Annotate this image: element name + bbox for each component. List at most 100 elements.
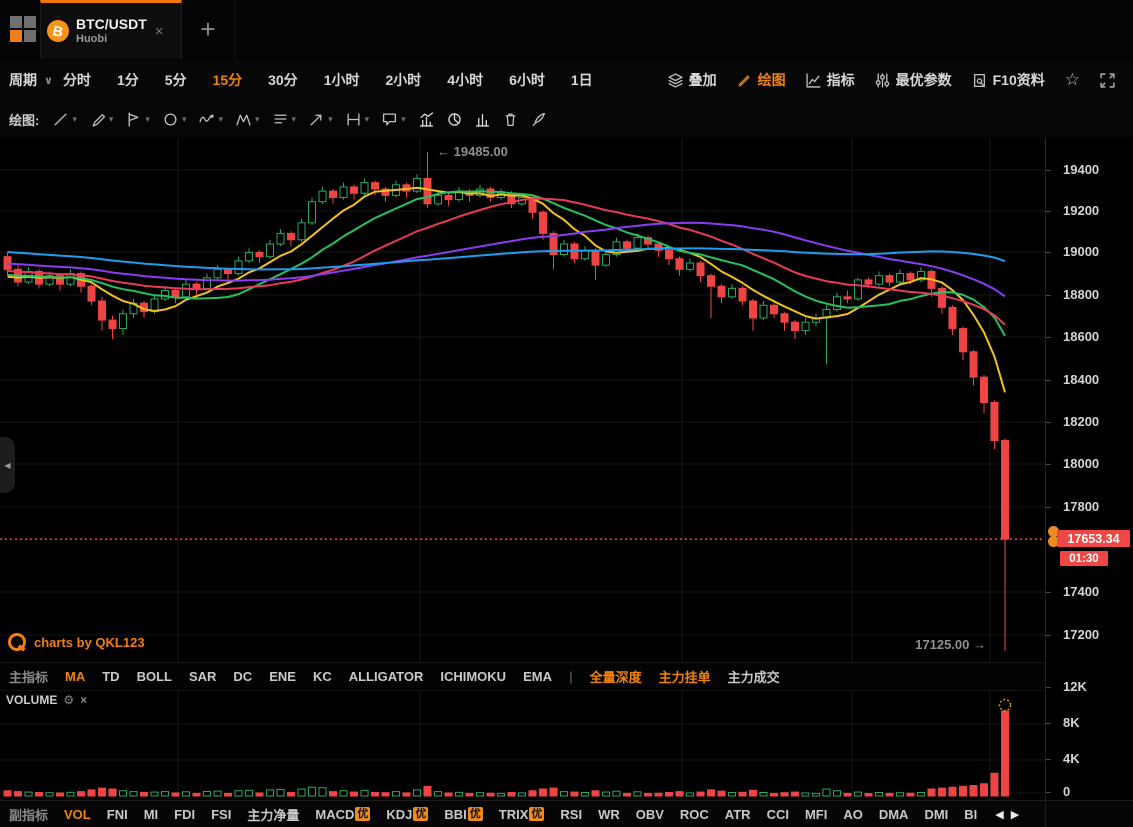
pennant-tool[interactable]: ▾ [126, 111, 150, 127]
candle-body [245, 251, 253, 262]
nav-prev-icon[interactable]: ◀ [995, 808, 1004, 821]
indicator-tab-主指标[interactable]: 主指标 [9, 670, 49, 685]
sub-indicator-FDI[interactable]: FDI [174, 807, 195, 822]
indicator-tab-DC[interactable]: DC [233, 669, 253, 684]
wave-tool[interactable]: ▾ [199, 112, 223, 127]
sub-indicator-主力净量[interactable]: 主力净量 [247, 805, 299, 824]
close-icon[interactable]: × [80, 693, 88, 707]
new-tab-button[interactable]: + [182, 0, 235, 59]
chevron-down-icon[interactable]: ▾ [255, 113, 260, 124]
panel-collapse-handle[interactable]: ◀ [0, 437, 15, 493]
trash-tool[interactable] [503, 112, 518, 127]
volume-bar [129, 791, 138, 797]
volume-bar [770, 792, 778, 797]
sub-indicator-ATR[interactable]: ATR [725, 807, 751, 822]
candle-body [759, 304, 768, 319]
chart-pie-tool[interactable] [447, 112, 462, 127]
period-item-15分[interactable]: 15分 [212, 72, 243, 88]
candle-body [885, 275, 894, 283]
indicator-tab-TD[interactable]: TD [102, 669, 120, 684]
line-tool[interactable]: ▾ [53, 112, 77, 127]
sub-indicator-DMI[interactable]: DMI [924, 807, 948, 822]
chevron-down-icon[interactable]: ▾ [401, 113, 406, 124]
indicator-tab-BOLL[interactable]: BOLL [136, 669, 172, 684]
chevron-down-icon[interactable]: ▾ [181, 113, 187, 124]
sub-indicator-FSI[interactable]: FSI [211, 807, 231, 822]
indicator-tab-SAR[interactable]: SAR [188, 669, 217, 684]
sub-indicator-OBV[interactable]: OBV [636, 807, 664, 822]
indicator-tab-KC[interactable]: KC [312, 669, 332, 684]
sub-indicator-VOL[interactable]: VOL [64, 807, 91, 822]
action-f10-data[interactable]: F10资料 [972, 70, 1045, 90]
sub-indicator-DMA[interactable]: DMA [879, 807, 909, 822]
indicator-tab-EMA[interactable]: EMA [523, 669, 552, 684]
chart-bars-tool[interactable] [475, 112, 490, 127]
chevron-down-icon[interactable]: ▾ [328, 113, 333, 124]
nav-next-icon[interactable]: ▶ [1010, 808, 1020, 821]
sub-indicator-KDJ[interactable]: KDJ 优 [386, 807, 429, 822]
indicator-tab-全量深度[interactable]: 全量深度 [589, 670, 642, 685]
chevron-down-icon[interactable]: ▾ [218, 113, 223, 124]
sub-indicator-RSI[interactable]: RSI [560, 807, 582, 822]
volume-pane[interactable] [0, 690, 1045, 801]
period-item-4小时[interactable]: 4小时 [447, 72, 484, 88]
sub-indicator-WR[interactable]: WR [598, 807, 620, 822]
period-item-1分[interactable]: 1分 [116, 72, 139, 88]
sub-indicator-FNI[interactable]: FNI [107, 807, 128, 822]
chevron-down-icon[interactable]: ▾ [291, 113, 297, 124]
tab-btc-usdt[interactable]: B BTC/USDT Huobi × [40, 0, 182, 59]
period-item-1日[interactable]: 1日 [570, 72, 593, 88]
period-item-分时[interactable]: 分时 [62, 72, 91, 88]
indicator-tab-主力挂单[interactable]: 主力挂单 [658, 670, 711, 685]
volume-title-row: VOLUME ⚙ × [6, 693, 87, 707]
indicator-tab-ICHIMOKU[interactable]: ICHIMOKU [440, 669, 507, 684]
action-overlay[interactable]: 叠加 [668, 70, 717, 90]
indicator-tab-ALLIGATOR[interactable]: ALLIGATOR [348, 669, 424, 684]
action-draw[interactable]: 绘图 [737, 70, 786, 90]
period-item-2小时[interactable]: 2小时 [385, 72, 422, 88]
indicator-tab-ENE[interactable]: ENE [269, 669, 296, 684]
period-item-1小时[interactable]: 1小时 [323, 72, 360, 88]
sub-indicator-MI[interactable]: MI [144, 807, 158, 822]
text-tool[interactable]: ▾ [273, 112, 297, 127]
volume-bar [77, 791, 85, 797]
price-axis[interactable]: 17653.34 01:30 19400 19200 19000 18800 18600… [1045, 138, 1133, 800]
sub-indicator-TRIX[interactable]: TRIX 优 [499, 807, 545, 822]
sub-indicator-MFI[interactable]: MFI [805, 807, 827, 822]
arrow-tool[interactable]: ▾ [309, 112, 333, 127]
chevron-down-icon[interactable]: ▾ [72, 113, 77, 124]
tab-close-icon[interactable]: × [154, 22, 164, 40]
indicator-tab-MA[interactable]: MA [65, 669, 86, 684]
apps-grid-icon[interactable] [10, 16, 36, 42]
gear-icon[interactable]: ⚙ [63, 693, 75, 707]
pattern-tool[interactable]: ▾ [236, 112, 260, 127]
chevron-down-icon[interactable]: ▾ [145, 113, 150, 124]
sub-indicator-AO[interactable]: AO [843, 807, 863, 822]
brush-tool[interactable]: ▾ [90, 112, 114, 127]
eraser-tool[interactable] [531, 112, 546, 127]
measure-tool[interactable]: ▾ [346, 112, 370, 127]
sub-indicator-BI[interactable]: BI [964, 807, 977, 822]
chevron-down-icon[interactable]: ▾ [364, 113, 370, 124]
action-fullscreen[interactable] [1100, 72, 1115, 88]
separator: | [568, 669, 573, 684]
period-label[interactable]: 周期 [9, 72, 37, 88]
sub-indicator-label: FNI [106, 806, 128, 822]
indicator-tab-主力成交[interactable]: 主力成交 [727, 670, 780, 685]
period-item-6小时[interactable]: 6小时 [509, 72, 545, 88]
sub-indicator-CCI[interactable]: CCI [767, 807, 789, 822]
candlestick-chart[interactable] [0, 138, 1045, 662]
action-optimal-params[interactable]: 最优参数 [875, 70, 952, 90]
axis-tick-label: 17400 [1063, 584, 1100, 599]
sub-indicator-MACD[interactable]: MACD 优 [315, 807, 371, 822]
ellipse-tool[interactable]: ▾ [163, 112, 187, 127]
chevron-down-icon[interactable]: ▾ [108, 113, 114, 124]
sub-indicator-BBI[interactable]: BBI 优 [444, 807, 483, 822]
sub-indicator-ROC[interactable]: ROC [680, 807, 709, 822]
period-item-30分[interactable]: 30分 [268, 72, 298, 88]
action-favorite[interactable]: ☆ [1065, 70, 1080, 90]
callout-tool[interactable]: ▾ [382, 112, 406, 127]
period-item-5分[interactable]: 5分 [164, 72, 187, 88]
chart-overlay-tool[interactable] [419, 111, 434, 127]
action-indicators[interactable]: 指标 [806, 70, 855, 90]
